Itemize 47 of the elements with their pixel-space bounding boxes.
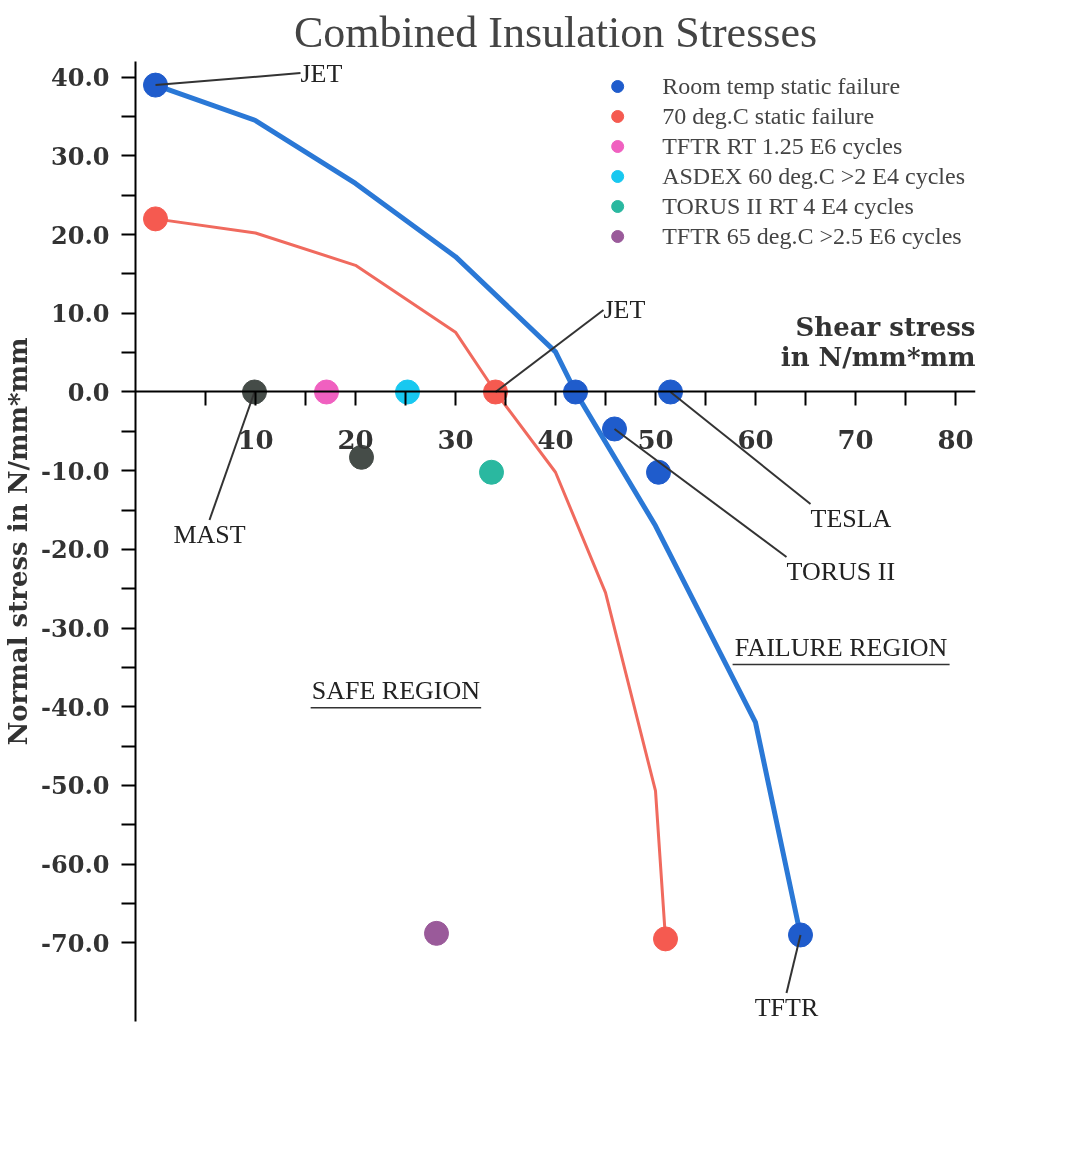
point xyxy=(314,379,339,405)
legend-label: TFTR 65 deg.C >2.5 E6 cycles xyxy=(662,222,962,250)
x-tick-label: 20 xyxy=(337,424,374,455)
point xyxy=(143,206,168,232)
y-tick-label: -40.0 xyxy=(41,692,110,722)
y-tick-label: 10.0 xyxy=(51,299,110,329)
legend-label: 70 deg.C static failure xyxy=(662,102,875,130)
annotation: FAILURE REGION xyxy=(734,632,948,662)
x-tick-label: 80 xyxy=(937,424,974,455)
annotation: TFTR xyxy=(754,992,819,1022)
y-tick-label: -20.0 xyxy=(41,535,110,565)
legend-label: Room temp static failure xyxy=(662,72,901,100)
point xyxy=(653,926,678,952)
annotation: JET xyxy=(603,295,646,325)
y-tick-label: 40.0 xyxy=(51,63,110,93)
point xyxy=(424,920,449,946)
annotation: TESLA xyxy=(810,503,892,533)
point xyxy=(143,72,168,98)
annotation: TORUS II xyxy=(786,556,896,586)
annotation: SAFE REGION xyxy=(311,675,481,705)
y-tick-label: -70.0 xyxy=(41,928,110,958)
point xyxy=(479,459,504,485)
annotation: MAST xyxy=(173,519,246,549)
x-tick-label: 30 xyxy=(437,424,474,455)
point xyxy=(563,379,588,405)
point xyxy=(602,416,627,442)
annotation: JET xyxy=(300,58,343,88)
y-tick-label: 0.0 xyxy=(67,377,110,407)
y-tick-label: 30.0 xyxy=(51,141,110,171)
x-tick-label: 50 xyxy=(637,424,674,455)
x-tick-label: 10 xyxy=(237,424,274,455)
x-axis-title: Shear stress in N/mm*mm xyxy=(780,311,976,372)
legend-label: ASDEX 60 deg.C >2 E4 cycles xyxy=(662,162,965,190)
y-tick-label: 20.0 xyxy=(51,220,110,250)
y-tick-label: -30.0 xyxy=(41,614,110,644)
chart-title: Combined Insulation Stresses xyxy=(293,7,818,57)
x-tick-label: 60 xyxy=(737,424,774,455)
y-tick-label: -50.0 xyxy=(41,771,110,801)
legend-label: TORUS II RT 4 E4 cycles xyxy=(662,192,914,220)
y-tick-label: -60.0 xyxy=(41,850,110,880)
point xyxy=(646,459,671,485)
point xyxy=(788,922,813,948)
y-tick-label: -10.0 xyxy=(41,456,110,486)
y-axis-title: Normal stress in N/mm*mm xyxy=(3,337,34,746)
x-tick-label: 40 xyxy=(537,424,574,455)
x-tick-label: 70 xyxy=(837,424,874,455)
legend-label: TFTR RT 1.25 E6 cycles xyxy=(662,132,903,160)
